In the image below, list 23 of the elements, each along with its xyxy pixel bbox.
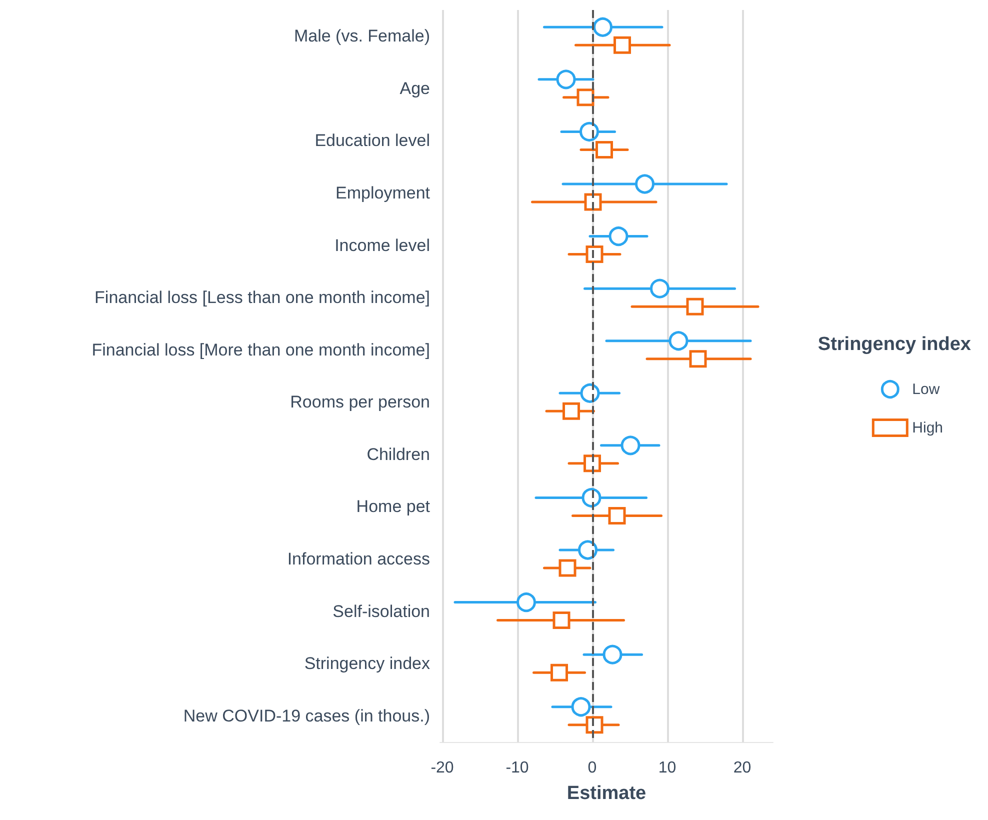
y-tick-label: Home pet — [356, 497, 430, 516]
y-tick-label: Financial loss [More than one month income] — [92, 340, 430, 360]
y-tick-label: Employment — [336, 184, 430, 202]
x-tick-label: -20 — [430, 760, 454, 776]
y-tick-label: Education level — [314, 131, 430, 150]
y-tick-label: Financial loss [Less than one month income] — [94, 288, 430, 308]
legend-label: Low — [912, 380, 940, 398]
y-tick-label: Information access — [287, 550, 430, 568]
y-tick-label: Stringency index — [304, 654, 430, 674]
x-tick-label: 10 — [658, 760, 676, 776]
x-tick-label: 20 — [733, 760, 752, 776]
y-tick-label: New COVID-19 cases (in thous.) — [183, 706, 430, 726]
x-tick-label: -10 — [506, 760, 529, 776]
y-tick-label: Income level — [334, 236, 430, 255]
y-tick-label: Self-isolation — [332, 602, 430, 621]
y-tick-label: Rooms per person — [290, 392, 430, 412]
legend-label: High — [912, 419, 944, 436]
legend-title: Stringency index — [818, 334, 972, 355]
y-tick-label: Age — [400, 78, 430, 98]
x-tick-label: 0 — [588, 760, 597, 776]
x-axis-title: Estimate — [566, 783, 646, 804]
y-tick-label: Male (vs. Female) — [294, 26, 430, 46]
y-tick-label: Children — [366, 444, 430, 464]
